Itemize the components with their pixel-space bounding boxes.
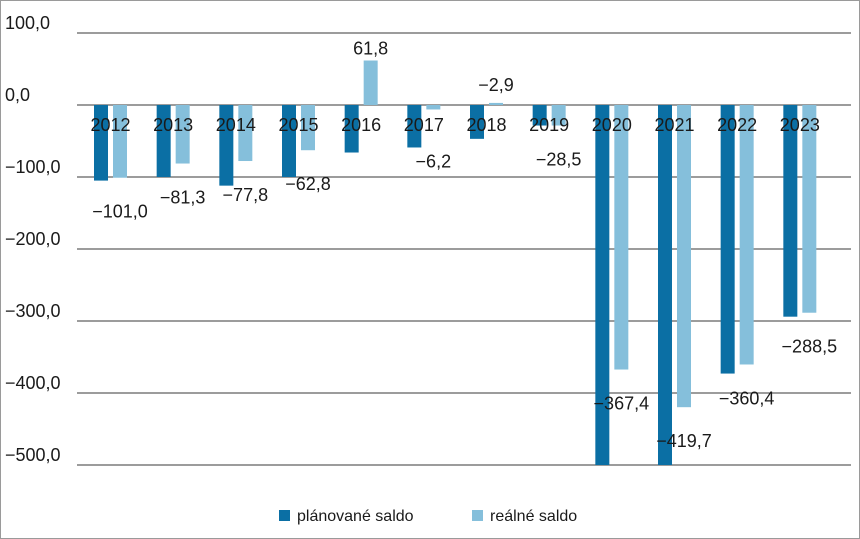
category-label: 2021 — [654, 115, 694, 135]
grid-lines — [77, 32, 851, 466]
y-tick-label: 0,0 — [5, 85, 30, 105]
bar-real — [113, 105, 127, 178]
y-tick-label: −200,0 — [5, 229, 61, 249]
legend-label-planned: plánované saldo — [297, 508, 414, 525]
bar-real — [802, 105, 817, 313]
bar-real — [175, 105, 190, 164]
data-label: −101,0 — [92, 202, 148, 222]
legend-swatch-planned — [279, 510, 290, 521]
data-label: −367,4 — [594, 394, 650, 414]
data-label: −6,2 — [416, 151, 452, 171]
category-label: 2019 — [529, 115, 569, 135]
bar-real — [301, 105, 315, 151]
category-label: 2020 — [592, 115, 632, 135]
bar-planned — [94, 105, 108, 181]
bar-planned — [720, 105, 735, 374]
data-label: −360,4 — [719, 388, 775, 408]
data-label: −2,9 — [478, 75, 514, 95]
category-label: 2022 — [717, 115, 757, 135]
legend-label-real: reálné saldo — [490, 508, 577, 525]
bar-planned — [783, 105, 798, 317]
data-label: −28,5 — [536, 150, 582, 170]
y-axis-ticks: 100,0 0,0 −100,0 −200,0 −300,0 −400,0 −500,0 — [5, 13, 61, 465]
bar-real — [614, 105, 629, 370]
bar-planned — [532, 105, 547, 126]
category-label: 2013 — [153, 115, 193, 135]
category-label: 2015 — [278, 115, 318, 135]
data-labels: −101,0 −81,3 −77,8 −62,8 61,8 −6,2 −2,9 −28,5 −3… — [92, 39, 837, 452]
data-label: −77,8 — [223, 185, 269, 205]
data-label: −419,7 — [656, 431, 712, 451]
bar-planned — [219, 105, 234, 186]
data-label: 61,8 — [353, 39, 388, 59]
bar-real — [363, 60, 378, 105]
bar-planned — [595, 105, 610, 465]
category-label: 2018 — [466, 115, 506, 135]
bar-planned — [407, 105, 422, 148]
legend: plánované saldo reálné saldo — [279, 508, 577, 525]
category-label: 2023 — [780, 115, 820, 135]
bar-planned — [658, 105, 672, 465]
bar-real — [677, 105, 691, 408]
category-label: 2016 — [341, 115, 381, 135]
y-tick-label: −500,0 — [5, 445, 61, 465]
bar-real — [426, 105, 441, 110]
data-label: −81,3 — [160, 188, 206, 208]
bar-real — [739, 105, 754, 365]
y-tick-label: −400,0 — [5, 373, 61, 393]
bar-real — [551, 105, 566, 126]
legend-swatch-real — [472, 510, 483, 521]
category-labels: 2012 2013 2014 2015 2016 2017 2018 2019 2020 2021… — [90, 115, 819, 135]
data-label: −62,8 — [285, 174, 331, 194]
y-tick-label: −100,0 — [5, 157, 61, 177]
category-label: 2017 — [404, 115, 444, 135]
category-label: 2014 — [216, 115, 256, 135]
bar-real — [238, 105, 253, 162]
bar-planned — [156, 105, 171, 177]
bar-planned — [282, 105, 296, 177]
bars — [94, 60, 817, 465]
y-tick-label: 100,0 — [5, 13, 50, 33]
category-label: 2012 — [90, 115, 130, 135]
bar-real — [489, 102, 503, 105]
bar-planned — [344, 105, 359, 153]
data-label: −288,5 — [782, 337, 838, 357]
bar-planned — [470, 105, 484, 139]
y-tick-label: −300,0 — [5, 301, 61, 321]
